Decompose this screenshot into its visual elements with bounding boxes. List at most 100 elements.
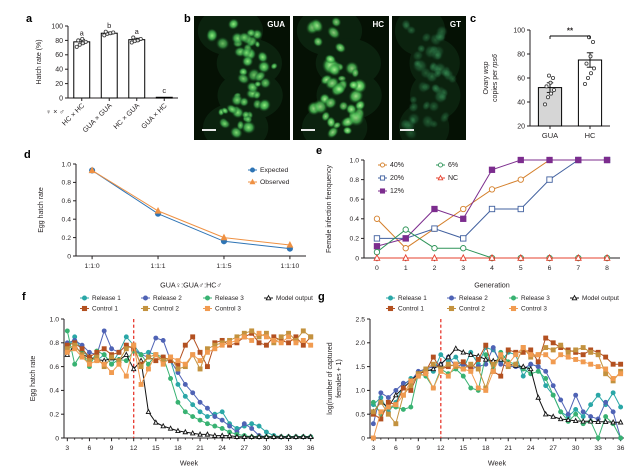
data-point [102, 33, 107, 38]
legend-label: Release 1 [92, 295, 121, 302]
x-tick-label: 12 [130, 445, 138, 452]
legend-label: Release 2 [459, 295, 488, 302]
legend-label: Model output [582, 295, 619, 302]
marker-triangle [445, 353, 452, 360]
marker-square [543, 352, 549, 358]
marker-square [123, 373, 129, 379]
marker-circle [373, 215, 381, 222]
panel-b-images: GUA HC GT [194, 16, 466, 140]
marker-circle [64, 328, 70, 334]
marker-square [373, 235, 381, 242]
marker-triangle [256, 433, 262, 439]
panel-d-chart: 1:1:0 1:1:1 1:1:5 1:1:10 0 0.2 0.4 0.6 0.8 1.0 Egg… [34, 154, 314, 295]
marker-square [153, 352, 159, 358]
marker-square [546, 156, 553, 164]
marker-circle [603, 414, 609, 420]
marker-triangle [550, 413, 557, 419]
marker-circle [610, 409, 616, 415]
marker-square [423, 371, 429, 377]
y-tick-label: 20 [55, 81, 63, 88]
y-tick-label: 20 [517, 123, 525, 130]
marker-square [468, 368, 474, 374]
marker-square [580, 352, 586, 358]
panel-e: e 0 0.2 0.4 0.6 0.8 1.0 0 1 2 3 4 5 6 7 8 Female infect… [314, 144, 631, 290]
marker-circle [460, 373, 466, 379]
group-letter: a [135, 27, 140, 36]
marker-circle [490, 345, 496, 351]
marker-square [109, 354, 115, 360]
data-point [138, 36, 143, 41]
marker-triangle [430, 253, 439, 261]
marker-circle [379, 162, 386, 168]
y-tick-label: 60 [55, 52, 63, 59]
marker-square [580, 345, 586, 351]
y-tick-label: 0 [355, 255, 359, 262]
marker-triangle [300, 433, 307, 439]
y-axis-label: log(number of captured [327, 342, 334, 414]
marker-triangle [241, 433, 248, 439]
x-tick-label: 30 [263, 445, 271, 452]
marker-circle [72, 361, 78, 367]
marker-square [498, 352, 504, 358]
marker-square [430, 385, 436, 391]
y-tick-label: 60 [517, 75, 525, 82]
marker-circle [573, 406, 579, 412]
panel-e-label: e [316, 145, 323, 157]
marker-circle [204, 405, 210, 411]
marker-circle [453, 354, 459, 360]
y-axis-label: copies per rps6 [492, 54, 499, 102]
marker-square [513, 361, 519, 367]
x-tick-label: 33 [594, 445, 602, 452]
significance-stars: ** [567, 27, 574, 36]
marker-square [528, 347, 534, 353]
marker-circle [109, 361, 115, 367]
y-axis-label: females + 1) [336, 359, 343, 398]
legend-label: Release 2 [153, 295, 182, 302]
marker-square [431, 205, 438, 213]
marker-circle [153, 335, 159, 341]
data-point [546, 95, 551, 100]
chart-svg-d: 1:1:0 1:1:1 1:1:5 1:1:10 0 0.2 0.4 0.6 0.8 1.0 Egg… [38, 161, 306, 290]
legend-label: 40% [390, 162, 404, 169]
x-tick-label: 1:1:10 [280, 263, 299, 270]
y-tick-label: 0.4 [350, 216, 360, 223]
marker-square [138, 381, 144, 387]
marker-square [271, 337, 277, 343]
marker-circle [550, 392, 556, 398]
marker-square [535, 359, 541, 365]
marker-circle [402, 245, 409, 252]
panel-c: c 20 40 60 80 100 Ovary wsp copies per rps6 GUA… [468, 12, 631, 146]
marker-circle [460, 205, 467, 213]
legend-label: Release 1 [398, 295, 427, 302]
marker-square [402, 235, 409, 242]
marker-square [81, 305, 88, 312]
marker-square [116, 349, 122, 355]
marker-square [408, 387, 414, 393]
marker-circle [483, 352, 489, 358]
group-letter: a [80, 29, 85, 38]
marker-square [101, 361, 107, 367]
marker-square [241, 334, 247, 340]
marker-square [445, 373, 451, 379]
marker-square [618, 361, 624, 367]
panel-a-label: a [26, 13, 33, 25]
marker-square [182, 342, 188, 348]
data-point [588, 54, 593, 59]
marker-square [379, 175, 386, 181]
micrograph-cells [194, 16, 290, 140]
marker-square [618, 371, 624, 377]
y-tick-label: 0.6 [50, 364, 60, 371]
y-tick-label: 2.5 [356, 316, 366, 323]
marker-square [528, 352, 534, 358]
marker-circle [543, 376, 549, 381]
marker-square [263, 342, 269, 348]
group-letter: b [107, 21, 111, 30]
series-line [66, 335, 311, 438]
marker-circle [197, 417, 203, 423]
marker-triangle [293, 433, 299, 439]
marker-square [460, 215, 467, 222]
x-tick-label: HC [585, 131, 596, 140]
marker-triangle [482, 356, 489, 362]
marker-square [94, 358, 100, 364]
legend-label: Model output [276, 295, 313, 302]
